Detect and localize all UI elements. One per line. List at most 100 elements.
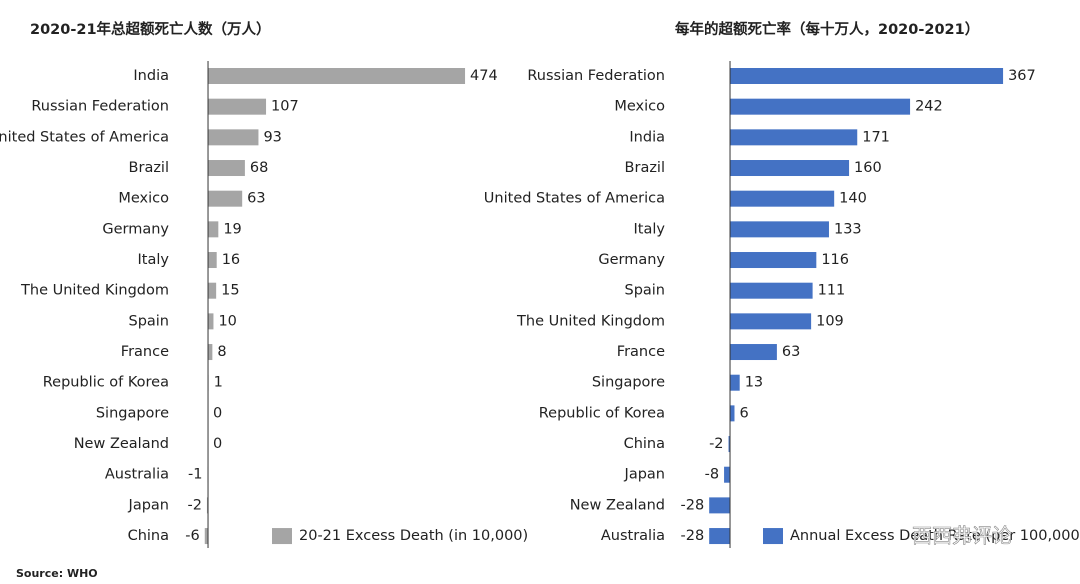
- bar: [730, 313, 812, 330]
- category-label: New Zealand: [74, 436, 169, 452]
- value-label: 93: [263, 129, 281, 145]
- value-label: 474: [470, 68, 498, 84]
- value-label: 133: [834, 221, 862, 237]
- category-label: Italy: [634, 221, 666, 237]
- value-label: -2: [187, 497, 201, 513]
- legend-swatch: [763, 528, 783, 545]
- value-label: 171: [862, 129, 890, 145]
- category-label: Republic of Korea: [539, 405, 665, 421]
- category-label: Singapore: [96, 405, 169, 421]
- value-label: 242: [915, 99, 943, 115]
- value-label: 68: [250, 160, 268, 176]
- value-label: 107: [271, 99, 299, 115]
- value-label: 19: [223, 221, 241, 237]
- category-label: Brazil: [625, 160, 665, 176]
- category-label: France: [617, 344, 665, 360]
- category-label: Russian Federation: [31, 99, 169, 115]
- category-label: Australia: [601, 528, 665, 544]
- value-label: 16: [222, 252, 240, 268]
- category-label: Spain: [128, 313, 169, 329]
- value-label: 63: [247, 191, 265, 207]
- category-label: Australia: [105, 467, 169, 483]
- category-label: Brazil: [129, 160, 169, 176]
- value-label: 116: [821, 252, 849, 268]
- bar: [208, 190, 243, 207]
- value-label: -6: [185, 528, 199, 544]
- source: Source: WHO: [16, 567, 98, 580]
- category-label: Italy: [138, 252, 170, 268]
- value-label: 0: [213, 436, 222, 452]
- watermark: 西西弗评论: [912, 524, 1012, 548]
- bar: [208, 282, 217, 299]
- value-label: 109: [816, 313, 844, 329]
- bar: [208, 313, 214, 330]
- bar: [208, 344, 213, 361]
- value-label: -28: [681, 528, 705, 544]
- category-label: Mexico: [118, 191, 169, 207]
- bar: [204, 528, 209, 545]
- category-label: Mexico: [614, 99, 665, 115]
- legend-label: Annual Excess Death Rate (per 100,000): [790, 528, 1080, 544]
- category-label: Republic of Korea: [43, 375, 169, 391]
- bar: [730, 160, 850, 177]
- category-label: Spain: [624, 283, 665, 299]
- category-label: Japan: [624, 467, 665, 483]
- category-label: Japan: [128, 497, 169, 513]
- bar: [208, 98, 267, 115]
- category-label: India: [629, 129, 665, 145]
- category-label: Germany: [102, 221, 169, 237]
- category-label: France: [121, 344, 169, 360]
- value-label: 63: [782, 344, 800, 360]
- value-label: -1: [188, 467, 202, 483]
- bar: [730, 68, 1004, 84]
- value-label: 1: [214, 375, 223, 391]
- bar: [730, 98, 911, 115]
- category-label: Germany: [598, 252, 665, 268]
- value-label: 8: [217, 344, 226, 360]
- bar: [206, 497, 209, 514]
- category-label: China: [624, 436, 665, 452]
- value-label: 10: [218, 313, 236, 329]
- value-label: -8: [705, 467, 719, 483]
- bar: [730, 129, 858, 146]
- value-label: 13: [745, 375, 763, 391]
- value-label: 367: [1008, 68, 1036, 84]
- bar: [724, 466, 731, 483]
- category-label: The United Kingdom: [516, 313, 665, 329]
- value-label: 140: [839, 191, 867, 207]
- value-label: 160: [854, 160, 882, 176]
- bar: [730, 344, 777, 361]
- chart-title: 2020-21年总超额死亡人数（万人）: [30, 20, 271, 38]
- bar: [730, 405, 735, 422]
- bar: [208, 252, 217, 269]
- bar: [730, 374, 740, 391]
- category-label: Russian Federation: [527, 68, 665, 84]
- bar: [208, 160, 245, 177]
- category-label: India: [133, 68, 169, 84]
- bar: [208, 221, 219, 238]
- legend-swatch: [272, 528, 292, 545]
- legend-label: 20-21 Excess Death (in 10,000): [299, 528, 528, 544]
- bar: [709, 528, 731, 545]
- bar: [730, 282, 813, 299]
- category-label: United States of America: [484, 191, 665, 207]
- bar: [730, 252, 817, 269]
- value-label: 0: [213, 405, 222, 421]
- category-label: The United Kingdom: [20, 283, 169, 299]
- category-label: Singapore: [592, 375, 665, 391]
- category-label: United States of America: [0, 129, 169, 145]
- value-label: -28: [681, 497, 705, 513]
- value-label: 6: [739, 405, 748, 421]
- bar: [208, 68, 466, 84]
- category-label: China: [128, 528, 169, 544]
- category-label: New Zealand: [570, 497, 665, 513]
- bar: [208, 129, 259, 146]
- bar: [709, 497, 731, 514]
- chart-title: 每年的超额死亡率（每十万人，2020-2021）: [675, 20, 979, 38]
- value-label: -2: [709, 436, 723, 452]
- bar: [728, 436, 731, 453]
- bar: [730, 190, 835, 207]
- value-label: 111: [818, 283, 846, 299]
- value-label: 15: [221, 283, 239, 299]
